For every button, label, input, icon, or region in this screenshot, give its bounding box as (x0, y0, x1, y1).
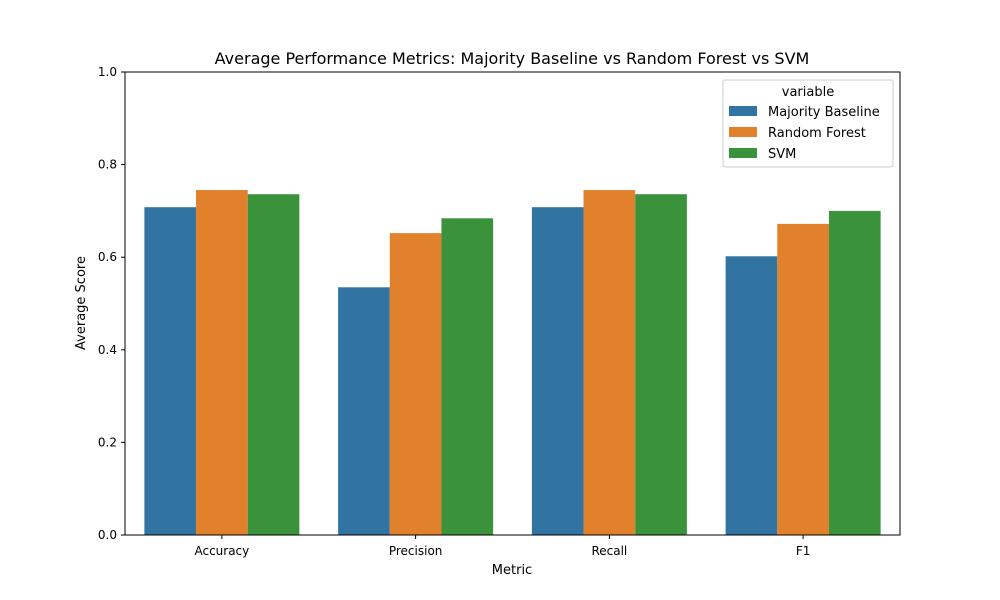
y-axis-label: Average Score (74, 256, 89, 350)
legend-swatch (729, 148, 757, 158)
y-tick-label: 0.6 (98, 250, 117, 264)
bar-random-forest-precision (389, 233, 442, 535)
legend: variable Majority Baseline Random Forest SV… (722, 79, 894, 168)
legend-swatch (729, 106, 757, 116)
y-tick-label: 0.8 (98, 158, 117, 172)
y-axis: 0.0 0.2 0.4 0.6 0.8 1.0 (98, 65, 125, 542)
bar-svm-accuracy (247, 194, 300, 535)
x-axis: Accuracy Precision Recall F1 (194, 535, 810, 558)
legend-swatch (729, 127, 757, 137)
x-axis-label: Metric (492, 563, 532, 578)
legend-label: Majority Baseline (768, 105, 880, 120)
y-tick-label: 0.4 (98, 343, 117, 357)
y-tick-label: 0.2 (98, 435, 117, 449)
x-tick-label: Precision (389, 544, 443, 558)
bar-random-forest-f1 (777, 223, 829, 535)
bar-majority-baseline-precision (338, 287, 390, 535)
bars-group (144, 190, 881, 536)
chart-title: Average Performance Metrics: Majority Ba… (215, 49, 810, 68)
bar-svm-f1 (828, 210, 881, 535)
plot-frame (124, 71, 901, 536)
legend-label: Random Forest (768, 126, 866, 141)
bar-majority-baseline-accuracy (144, 207, 197, 536)
bar-random-forest-accuracy (196, 190, 248, 535)
bar-majority-baseline-recall (531, 207, 584, 536)
y-tick-label: 1.0 (98, 65, 117, 79)
x-tick-label: Accuracy (194, 544, 249, 558)
bar-random-forest-recall (583, 190, 636, 535)
x-tick-label: F1 (796, 544, 811, 558)
bar-majority-baseline-f1 (725, 256, 778, 535)
legend-box (722, 79, 894, 168)
bar-svm-precision (441, 218, 494, 536)
y-tick-label: 0.0 (98, 528, 117, 542)
x-tick-label: Recall (591, 544, 627, 558)
legend-label: SVM (768, 147, 796, 162)
legend-title: variable (782, 85, 834, 100)
bar-svm-recall (635, 194, 687, 535)
